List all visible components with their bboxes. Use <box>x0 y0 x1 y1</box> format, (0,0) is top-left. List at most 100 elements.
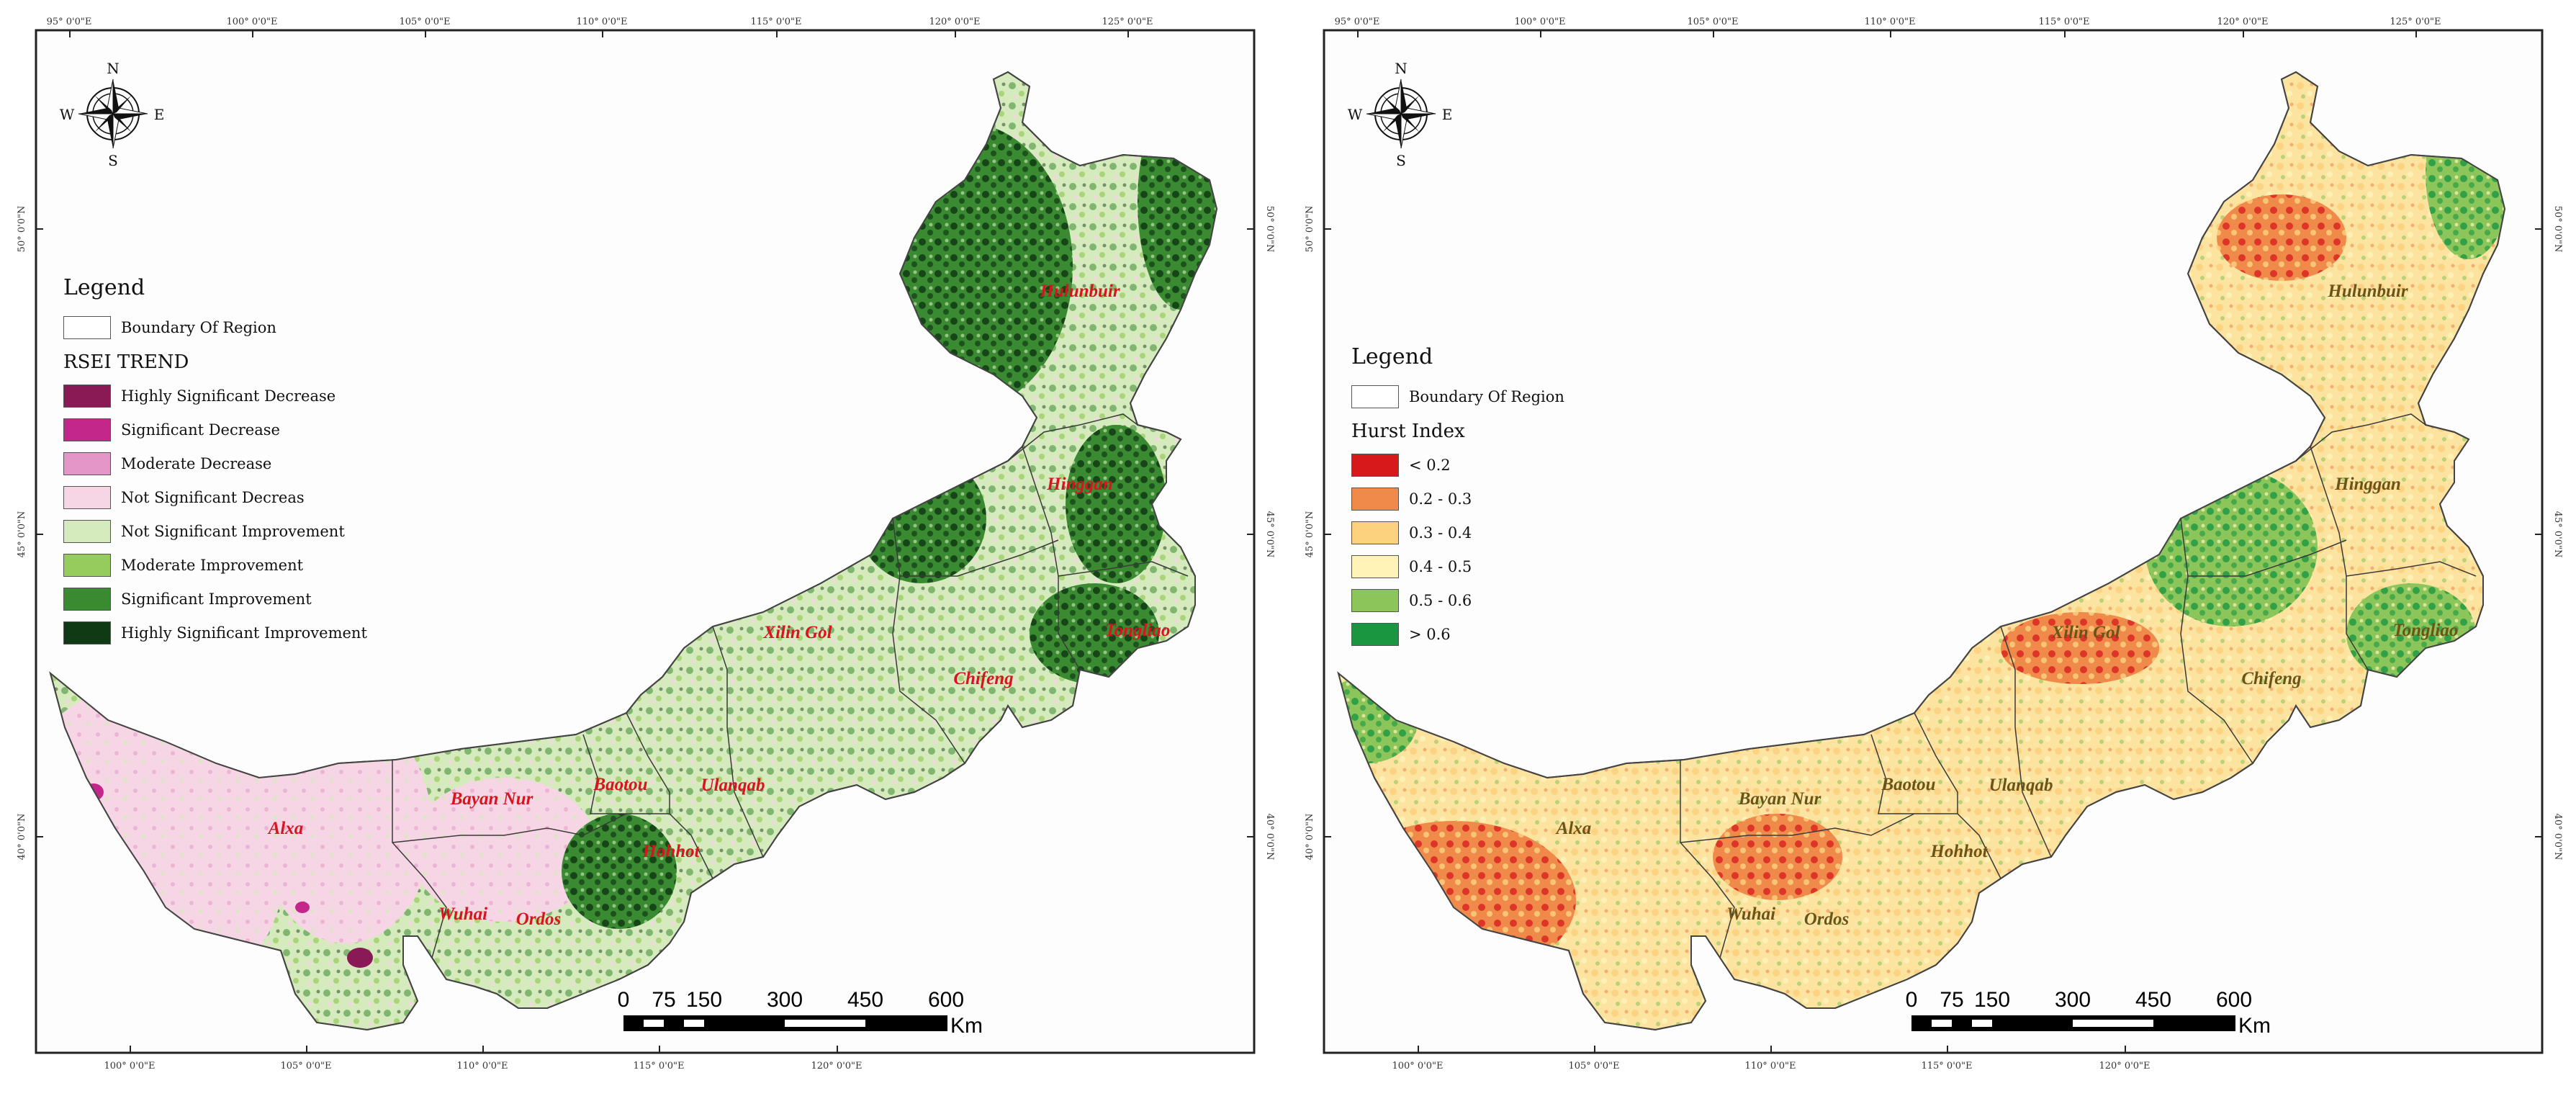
longitude-label-bottom: 110° 0'0"E <box>1744 1061 1796 1072</box>
scale-bar-graphic <box>623 1015 947 1031</box>
region-boundary <box>2188 539 2347 577</box>
region-label-xilin-gol: Xilin Gol <box>762 623 832 642</box>
legend-row: Significant Decrease <box>63 413 367 446</box>
region-boundary <box>712 626 764 858</box>
legend-row: 0.5 - 0.6 <box>1351 583 1564 617</box>
legend-label: Significant Decrease <box>121 421 280 439</box>
legend-swatch <box>1351 453 1399 477</box>
legend-boundary-label: Boundary Of Region <box>121 318 276 336</box>
boundary-swatch <box>63 315 111 339</box>
scale-tick-label: 0 <box>617 988 630 1012</box>
region-boundary <box>2000 626 2052 858</box>
region-boundary <box>392 813 627 843</box>
legend-row: 0.4 - 0.5 <box>1351 549 1564 583</box>
rsei-map-canvas: N S E W Hulunbuir Hinggan Tongliao Chifeng Xili… <box>17 17 1275 1072</box>
legend-label: Highly Significant Improvement <box>121 624 367 642</box>
legend-label: 0.5 - 0.6 <box>1409 591 1472 609</box>
region-boundary <box>1914 712 1958 814</box>
legend-swatch <box>1351 521 1399 544</box>
scale-tick-label: 600 <box>2215 988 2253 1012</box>
compass-letter-n: N <box>107 60 120 77</box>
region-label-alxa: Alxa <box>1555 819 1592 838</box>
longitude-label-bottom: 100° 0'0"E <box>104 1061 155 1072</box>
region-label-ordos: Ordos <box>1804 909 1850 929</box>
compass-letter-s: S <box>108 152 118 169</box>
latitude-label-left: 50° 0'0"N <box>17 206 27 253</box>
region-label-wuhai: Wuhai <box>438 904 487 924</box>
longitude-label-top: 110° 0'0"E <box>1864 17 1915 27</box>
legend-row: Highly Significant Improvement <box>63 616 367 650</box>
longitude-label-top: 120° 0'0"E <box>2217 17 2268 27</box>
scale-bar: 0 75 150 300 450 600 Km <box>1906 988 2271 1046</box>
longitude-label-top: 120° 0'0"E <box>929 17 980 27</box>
scale-tick-label: 450 <box>847 988 884 1012</box>
region-label-ordos: Ordos <box>516 909 562 929</box>
legend-row: Significant Improvement <box>63 582 367 616</box>
legend-label: > 0.6 <box>1409 625 1451 643</box>
latitude-label-left: 40° 0'0"N <box>1305 814 1315 861</box>
region-boundary <box>892 518 965 764</box>
legend-label: Highly Significant Decrease <box>121 387 336 405</box>
legend-row: Not Significant Decreas <box>63 480 367 514</box>
scale-tick-label: 600 <box>927 988 965 1012</box>
region-label-hulunbuir: Hulunbuir <box>1039 282 1120 301</box>
region-label-tongliao: Tongliao <box>2393 621 2459 640</box>
legend-swatch <box>63 587 111 611</box>
graticule-ticks <box>36 30 1254 1053</box>
region-label-hinggan: Hinggan <box>1046 475 1113 494</box>
legend-label: 0.4 - 0.5 <box>1409 557 1472 575</box>
legend-label: < 0.2 <box>1409 456 1451 474</box>
region-boundary <box>1680 760 1735 958</box>
graticule-ticks <box>1324 30 2542 1053</box>
legend-row: 0.2 - 0.3 <box>1351 482 1564 516</box>
scale-bar: 0 75 150 300 450 600 Km <box>618 988 983 1046</box>
latitude-label-left: 45° 0'0"N <box>17 511 27 558</box>
legend-row: < 0.2 <box>1351 448 1564 482</box>
region-label-baotou: Baotou <box>1881 775 1935 794</box>
latitude-label-right: 50° 0'0"N <box>1264 206 1275 253</box>
region-boundary <box>2180 518 2253 764</box>
legend-row: Moderate Decrease <box>63 446 367 480</box>
region-label-bayan-nur: Bayan Nur <box>1738 789 1821 809</box>
compass-letter-w: W <box>1348 106 1363 123</box>
legend: Legend Boundary Of Region Hurst Index < … <box>1351 344 1564 651</box>
longitude-label-top: 125° 0'0"E <box>1102 17 1153 27</box>
region-labels: Hulunbuir Hinggan Tongliao Chifeng Xilin Gol… <box>1555 282 2459 929</box>
region-boundary <box>1058 561 1189 577</box>
scale-unit: Km <box>950 1014 983 1038</box>
legend-label: Moderate Decrease <box>121 454 272 472</box>
region-boundary <box>1007 413 1138 462</box>
legend-boundary-label: Boundary Of Region <box>1409 387 1564 405</box>
region-label-hohhot: Hohhot <box>1929 842 1988 861</box>
region-boundary <box>2346 561 2477 577</box>
longitude-label-top: 125° 0'0"E <box>2390 17 2441 27</box>
scale-tick-label: 0 <box>1905 988 1918 1012</box>
region-label-tongliao: Tongliao <box>1105 621 1171 640</box>
region-label-bayan-nur: Bayan Nur <box>450 789 533 809</box>
legend-swatch <box>1351 588 1399 612</box>
legend-row: Highly Significant Decrease <box>63 379 367 413</box>
legend-row: Not Significant Improvement <box>63 514 367 548</box>
longitude-label-top: 95° 0'0"E <box>47 17 92 27</box>
longitude-label-bottom: 110° 0'0"E <box>456 1061 508 1072</box>
legend-label: 0.2 - 0.3 <box>1409 490 1472 508</box>
scale-tick-label: 75 <box>1940 988 1964 1012</box>
longitude-label-top: 115° 0'0"E <box>2038 17 2089 27</box>
latitude-label-right: 45° 0'0"N <box>1264 511 1275 558</box>
region-boundary <box>1022 446 1081 670</box>
longitude-label-top: 100° 0'0"E <box>226 17 277 27</box>
region-label-alxa: Alxa <box>267 819 304 838</box>
legend-label: 0.3 - 0.4 <box>1409 524 1472 542</box>
longitude-label-bottom: 100° 0'0"E <box>1392 1061 1443 1072</box>
hurst-map-canvas: N S E W Hulunbuir Hinggan Tongliao Chifeng Xili… <box>1305 17 2563 1072</box>
compass-letter-e: E <box>1442 106 1453 123</box>
legend-swatch <box>63 418 111 441</box>
compass-letter-w: W <box>60 106 75 123</box>
longitude-label-top: 100° 0'0"E <box>1514 17 1565 27</box>
scale-tick-label: 300 <box>2054 988 2091 1012</box>
longitude-label-bottom: 120° 0'0"E <box>811 1061 862 1072</box>
inner-mongolia-province <box>49 71 1218 1031</box>
region-label-wuhai: Wuhai <box>1726 904 1775 924</box>
region-label-ulanqab: Ulanqab <box>701 776 765 795</box>
compass-letter-e: E <box>154 106 165 123</box>
